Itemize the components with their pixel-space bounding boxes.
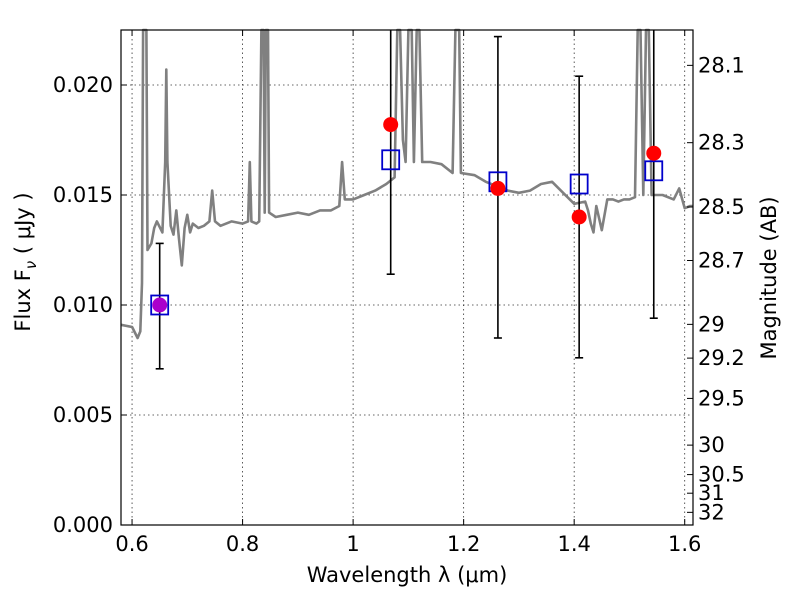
spectrum-line <box>120 28 693 340</box>
model-square-marker-4 <box>644 160 664 182</box>
model-square-marker-0 <box>150 294 170 316</box>
x-tick-label-2: 1 <box>346 532 359 556</box>
y-tick-label-0: 0.000 <box>53 513 113 537</box>
y2-tick-label-7: 30 <box>698 433 725 457</box>
spectrum-series <box>120 28 693 340</box>
model-square-marker-1 <box>381 149 401 171</box>
axis-ticks: 0.6 0.8 1 1.2 1.4 1.6 0.000 0.005 0.010 0.015 0.02… <box>53 30 745 556</box>
x-axis-title: Wavelength λ (μm) <box>307 563 508 587</box>
plot-frame <box>120 29 694 526</box>
measurement-dot-4-0 <box>152 297 168 313</box>
y-tick-label-1: 0.005 <box>53 403 113 427</box>
y-axis-title-subscript: ν <box>22 261 40 269</box>
y2-axis-title: Magnitude (AB) <box>757 196 781 359</box>
y-tick-label-2: 0.010 <box>53 293 113 317</box>
y2-tick-label-1: 28.3 <box>698 131 745 155</box>
y2-tick-label-9: 31 <box>698 481 725 505</box>
x-tick-label-1: 0.8 <box>226 532 259 556</box>
x-tick-label-4: 1.4 <box>557 532 590 556</box>
x-tick-label-0: 0.6 <box>115 532 148 556</box>
measurement-dot-3-2 <box>571 209 587 225</box>
y2-tick-label-5: 29.2 <box>698 346 745 370</box>
y2-tick-label-8: 30.5 <box>698 463 745 487</box>
y2-tick-label-6: 29.5 <box>698 386 745 410</box>
y-axis-title-unit: ( μJy ) <box>11 192 35 260</box>
measurement-dot-3-0 <box>383 117 399 133</box>
y2-tick-label-4: 29 <box>698 312 725 336</box>
y-axis-title-main: Flux F <box>11 269 35 331</box>
y-tick-label-3: 0.015 <box>53 183 113 207</box>
measurement-dot-3-3 <box>646 145 662 161</box>
y2-tick-label-3: 28.7 <box>698 249 745 273</box>
y2-tick-label-10: 32 <box>698 500 725 524</box>
measurement-dot-3-1 <box>490 180 506 196</box>
data-markers <box>150 117 664 316</box>
y-axis-title: Flux Fν ( μJy ) <box>11 192 40 331</box>
y2-tick-label-0: 28.1 <box>698 53 745 77</box>
model-square-marker-3 <box>569 173 589 195</box>
x-tick-label-3: 1.2 <box>447 532 480 556</box>
y2-tick-label-2: 28.5 <box>698 195 745 219</box>
x-tick-label-5: 1.6 <box>668 532 701 556</box>
y-tick-label-4: 0.020 <box>53 73 113 97</box>
grid <box>121 30 693 526</box>
